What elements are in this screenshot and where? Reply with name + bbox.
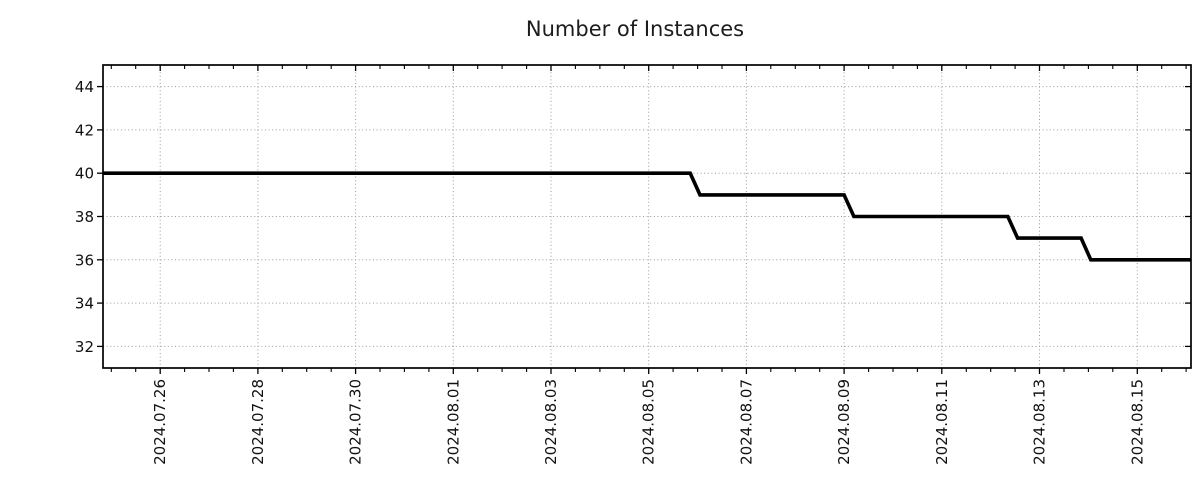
y-tick-label: 40 — [75, 165, 94, 183]
x-tick-label: 2024.08.01 — [444, 379, 462, 465]
plot-border — [102, 64, 1192, 369]
x-tick-label: 2024.08.03 — [542, 379, 560, 465]
x-tick-label: 2024.07.28 — [249, 379, 267, 465]
x-tick-label: 2024.08.07 — [737, 379, 755, 465]
y-tick-label: 38 — [75, 208, 94, 226]
x-tick-label: 2024.08.11 — [933, 379, 951, 465]
x-tick-label: 2024.08.05 — [640, 379, 658, 465]
series-line-instances — [103, 171, 1191, 262]
x-tick-label: 2024.07.26 — [151, 379, 169, 465]
x-tick-label: 2024.08.13 — [1031, 379, 1049, 465]
y-tick-label: 34 — [75, 295, 94, 313]
y-tick-label: 42 — [75, 121, 94, 139]
x-tick-label: 2024.08.15 — [1128, 379, 1146, 465]
chart-title: Number of Instances — [525, 17, 745, 41]
y-tick-label: 44 — [75, 78, 94, 96]
y-tick-label: 36 — [75, 251, 94, 269]
x-tick-label: 2024.08.09 — [835, 379, 853, 465]
x-tick-label: 2024.07.30 — [347, 379, 365, 465]
y-tick-label: 32 — [75, 338, 94, 356]
